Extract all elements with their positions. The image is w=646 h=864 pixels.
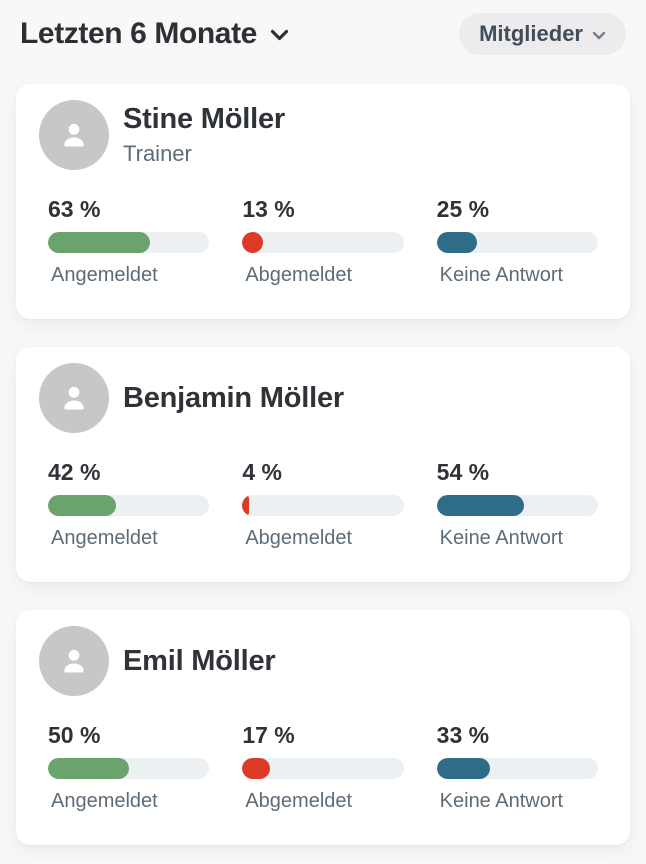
member-identity: Benjamin Möller (123, 382, 344, 415)
member-name: Emil Möller (123, 644, 276, 677)
stat-value: 4 % (242, 459, 282, 485)
stat-label: Keine Antwort (439, 264, 564, 286)
stat-keine-antwort: 25 % Keine Antwort (436, 196, 598, 287)
members-filter-button[interactable]: Mitglieder (459, 13, 626, 55)
stat-value: 17 % (242, 722, 295, 748)
progress-bar-fill (436, 758, 490, 779)
member-name: Stine Möller (123, 103, 285, 135)
stat-value: 54 % (436, 459, 490, 485)
stat-label: Keine Antwort (439, 790, 564, 812)
member-card-header: Benjamin Möller (39, 363, 598, 433)
progress-bar (242, 495, 404, 516)
avatar (39, 100, 109, 170)
stat-value: 63 % (48, 196, 101, 222)
progress-bar (242, 232, 404, 253)
member-name: Benjamin Möller (123, 381, 344, 414)
period-dropdown[interactable]: Letzten 6 Monate (20, 17, 289, 51)
progress-bar (242, 758, 404, 779)
progress-bar (436, 758, 598, 779)
stat-value: 42 % (48, 459, 101, 485)
stat-abgemeldet: 17 % Abgemeldet (242, 722, 404, 813)
progress-bar-fill (242, 758, 270, 779)
member-card[interactable]: Stine Möller Trainer 63 % Angemeldet 13 … (16, 84, 630, 319)
member-card[interactable]: Benjamin Möller 42 % Angemeldet 4 % Abge… (16, 347, 630, 582)
member-identity: Stine Möller Trainer (123, 103, 285, 167)
stat-abgemeldet: 4 % Abgemeldet (242, 459, 404, 550)
stat-angemeldet: 42 % Angemeldet (48, 459, 210, 550)
progress-bar (436, 495, 598, 516)
person-icon (64, 386, 84, 410)
person-icon (64, 123, 84, 147)
stat-keine-antwort: 33 % Keine Antwort (436, 722, 598, 813)
member-card-header: Stine Möller Trainer (39, 100, 598, 170)
progress-bar (48, 758, 210, 779)
page-title: Letzten 6 Monate (20, 17, 257, 50)
chevron-down-icon (270, 29, 289, 44)
stat-value: 50 % (48, 722, 101, 748)
progress-bar-fill (48, 758, 129, 779)
member-list: Stine Möller Trainer 63 % Angemeldet 13 … (0, 84, 646, 845)
stat-label: Angemeldet (51, 790, 158, 812)
stat-label: Angemeldet (51, 264, 158, 286)
member-card[interactable]: Emil Möller 50 % Angemeldet 17 % Abgemel… (16, 610, 630, 845)
progress-bar-fill (436, 232, 477, 253)
progress-bar-fill (242, 232, 264, 253)
attendance-stats: 63 % Angemeldet 13 % Abgemeldet 25 % Kei… (48, 196, 598, 287)
stat-value: 33 % (436, 722, 490, 748)
member-card-header: Emil Möller (39, 626, 598, 696)
stat-angemeldet: 63 % Angemeldet (48, 196, 210, 287)
attendance-stats: 50 % Angemeldet 17 % Abgemeldet 33 % Kei… (48, 722, 598, 813)
progress-bar-fill (48, 232, 150, 253)
avatar (39, 626, 109, 696)
chevron-down-icon (592, 28, 606, 43)
progress-bar (48, 495, 210, 516)
stat-value: 13 % (242, 196, 295, 222)
member-identity: Emil Möller (123, 645, 276, 678)
progress-bar-fill (48, 495, 116, 516)
person-icon (64, 649, 84, 673)
stat-value: 25 % (436, 196, 490, 222)
stat-label: Abgemeldet (245, 527, 353, 549)
progress-bar-fill (242, 495, 250, 516)
progress-bar (48, 232, 210, 253)
stat-label: Keine Antwort (439, 527, 564, 549)
avatar (39, 363, 109, 433)
member-role: Trainer (123, 141, 192, 166)
stat-abgemeldet: 13 % Abgemeldet (242, 196, 404, 287)
members-filter-label: Mitglieder (479, 21, 583, 46)
attendance-stats: 42 % Angemeldet 4 % Abgemeldet 54 % Kein… (48, 459, 598, 550)
stat-angemeldet: 50 % Angemeldet (48, 722, 210, 813)
progress-bar-fill (436, 495, 524, 516)
stat-label: Abgemeldet (245, 264, 353, 286)
stat-keine-antwort: 54 % Keine Antwort (436, 459, 598, 550)
stat-label: Angemeldet (51, 527, 158, 549)
stat-label: Abgemeldet (245, 790, 353, 812)
progress-bar (436, 232, 598, 253)
header: Letzten 6 Monate Mitglieder (0, 0, 646, 56)
